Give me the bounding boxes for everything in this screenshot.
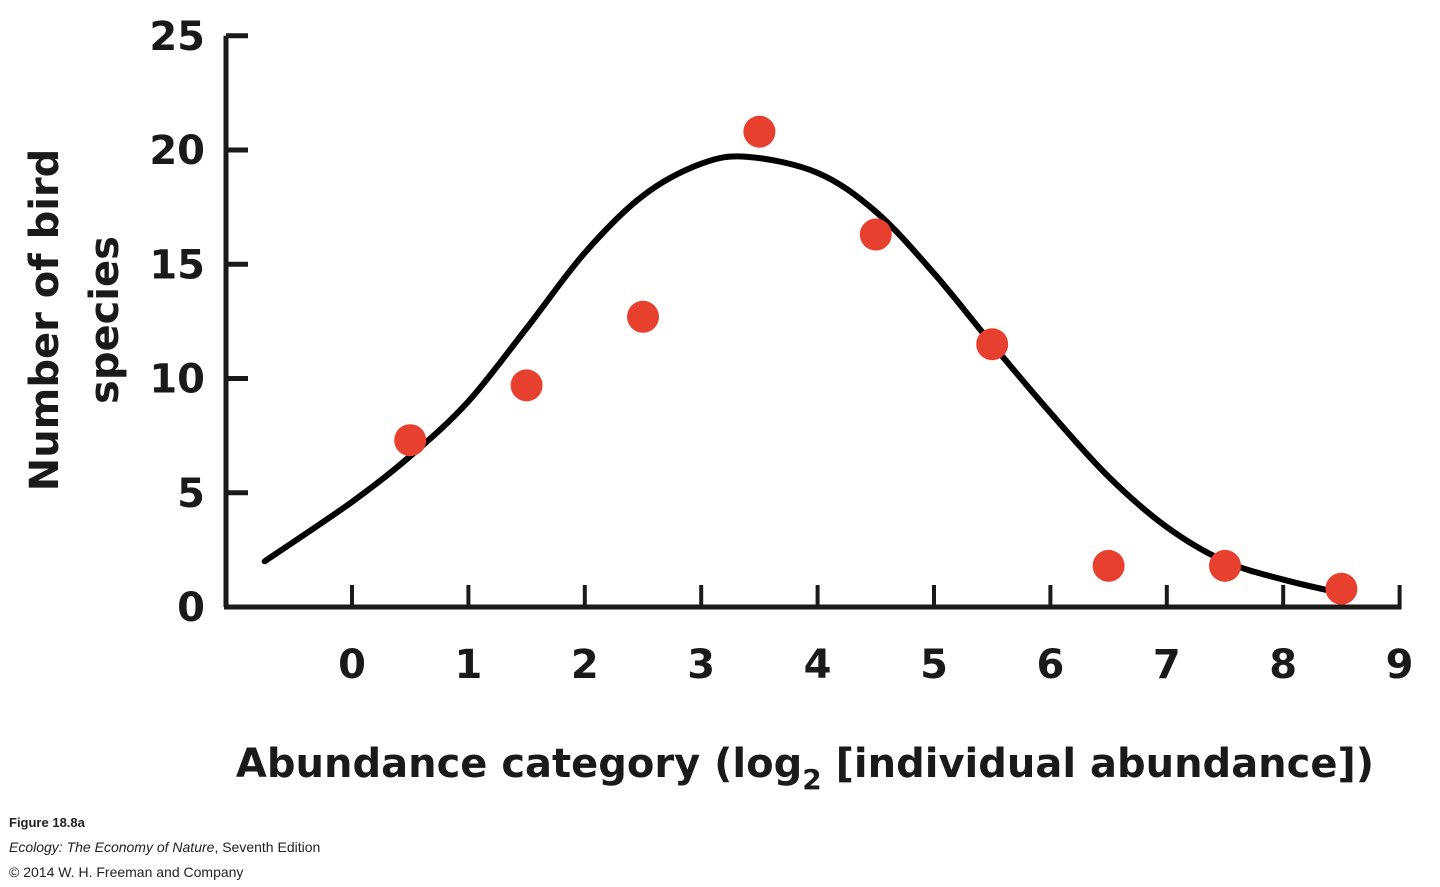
data-point xyxy=(1092,549,1125,582)
x-tick-label: 1 xyxy=(454,642,482,688)
data-point xyxy=(394,424,427,457)
data-point xyxy=(1209,549,1241,582)
book-edition: , Seventh Edition xyxy=(214,839,321,855)
y-tick-label: 20 xyxy=(149,128,205,174)
x-tick-label: 6 xyxy=(1036,642,1064,688)
data-point xyxy=(510,369,543,402)
figure-label: Figure 18.8a xyxy=(9,815,85,830)
y-tick-label: 0 xyxy=(177,585,205,631)
x-axis-title: Abundance category (log2 [individual abu… xyxy=(236,741,1374,796)
y-tick-label: 15 xyxy=(149,242,205,288)
y-axis-title: Number of bird species xyxy=(22,149,128,492)
data-point xyxy=(627,300,659,333)
data-point xyxy=(859,218,892,251)
y-axis-title-line-2: species xyxy=(82,236,128,404)
book-title: Ecology: The Economy of Nature xyxy=(9,839,215,855)
x-tick-label: 5 xyxy=(920,642,948,688)
x-tick-label: 7 xyxy=(1153,642,1181,688)
x-tick-label: 2 xyxy=(571,642,599,688)
y-tick-label: 5 xyxy=(177,471,205,517)
x-tick-label: 0 xyxy=(338,642,366,688)
x-tick-label: 9 xyxy=(1386,642,1414,688)
chart: 0 5 10 15 20 25 0 1 2 3 4 5 6 7 8 9 Number of bird spe… xyxy=(22,14,1414,796)
y-axis: 0 5 10 15 20 25 xyxy=(149,14,248,631)
y-tick-label: 10 xyxy=(149,357,205,403)
x-tick-label: 3 xyxy=(687,642,715,688)
y-axis-title-line-1: Number of bird xyxy=(22,149,68,492)
data-point xyxy=(976,328,1009,361)
x-axis: 0 1 2 3 4 5 6 7 8 9 xyxy=(224,585,1414,688)
x-tick-label: 4 xyxy=(804,642,832,688)
data-point xyxy=(743,115,776,148)
data-points xyxy=(394,115,1358,605)
y-tick-label: 25 xyxy=(149,14,205,60)
copyright: © 2014 W. H. Freeman and Company xyxy=(9,864,244,880)
data-point xyxy=(1325,572,1358,605)
book-citation: Ecology: The Economy of Nature, Seventh … xyxy=(9,835,320,859)
fitted-curve xyxy=(261,153,1345,597)
x-tick-label: 8 xyxy=(1269,642,1297,688)
